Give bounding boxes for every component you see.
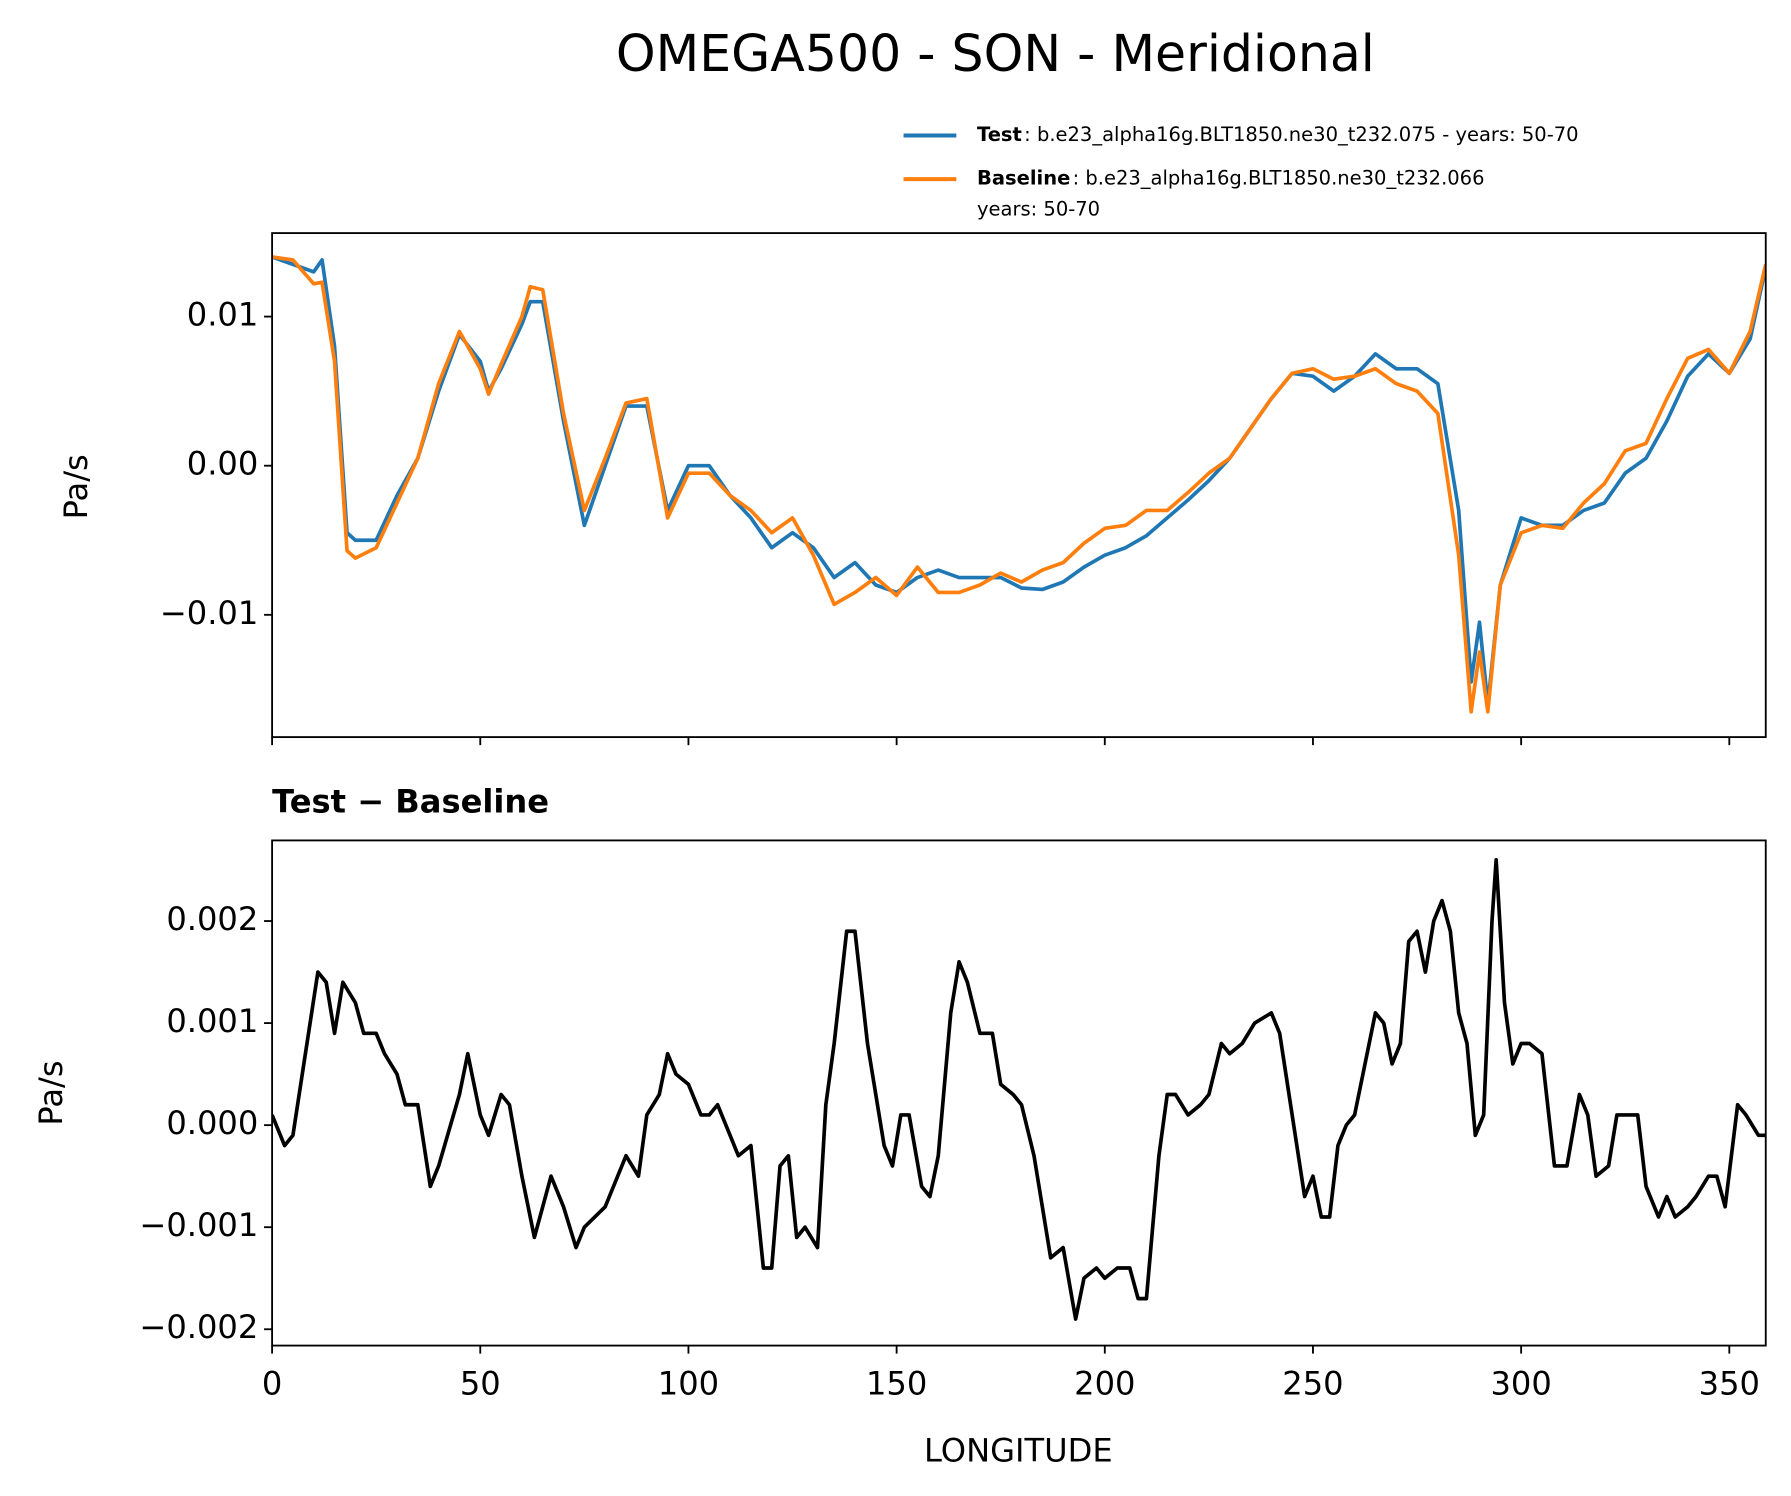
y-tick-label: 0.002: [166, 900, 258, 938]
x-tick-label: 100: [658, 1365, 719, 1403]
y-tick-label: 0.01: [187, 296, 259, 334]
panel-title: Test − Baseline: [272, 783, 549, 821]
y-tick-label: −0.002: [139, 1308, 258, 1346]
y-tick-label: −0.001: [139, 1206, 258, 1244]
x-tick-label: 250: [1282, 1365, 1343, 1403]
y-tick-label: 0.00: [187, 445, 259, 483]
y-tick-label: 0.000: [166, 1104, 258, 1142]
x-tick-label: 300: [1490, 1365, 1551, 1403]
y-tick-label: 0.001: [166, 1002, 258, 1040]
legend-name: Baseline: [977, 167, 1070, 190]
x-axis-label: LONGITUDE: [924, 1431, 1113, 1469]
x-tick-label: 350: [1699, 1365, 1760, 1403]
legend-text: years: 50-70: [977, 198, 1100, 221]
data-line: [272, 857, 1766, 1321]
y-tick-label: −0.01: [160, 594, 258, 632]
y-axis-label: Pa/s: [32, 1060, 70, 1125]
x-tick-label: 0: [262, 1365, 282, 1403]
data-line: [272, 255, 1766, 714]
plot-frame: [271, 232, 1767, 739]
legend-text: : b.e23_alpha16g.BLT1850.ne30_t232.075 -…: [1024, 123, 1578, 146]
chart-title: OMEGA500 - SON - Meridional: [616, 24, 1375, 83]
x-tick-label: 50: [460, 1365, 501, 1403]
x-tick-label: 200: [1074, 1365, 1135, 1403]
legend-text: : b.e23_alpha16g.BLT1850.ne30_t232.066: [1073, 167, 1485, 190]
legend-name: Test: [977, 123, 1022, 146]
x-tick-label: 150: [866, 1365, 927, 1403]
plot-frame: [271, 839, 1767, 1347]
y-axis-label: Pa/s: [57, 454, 95, 519]
